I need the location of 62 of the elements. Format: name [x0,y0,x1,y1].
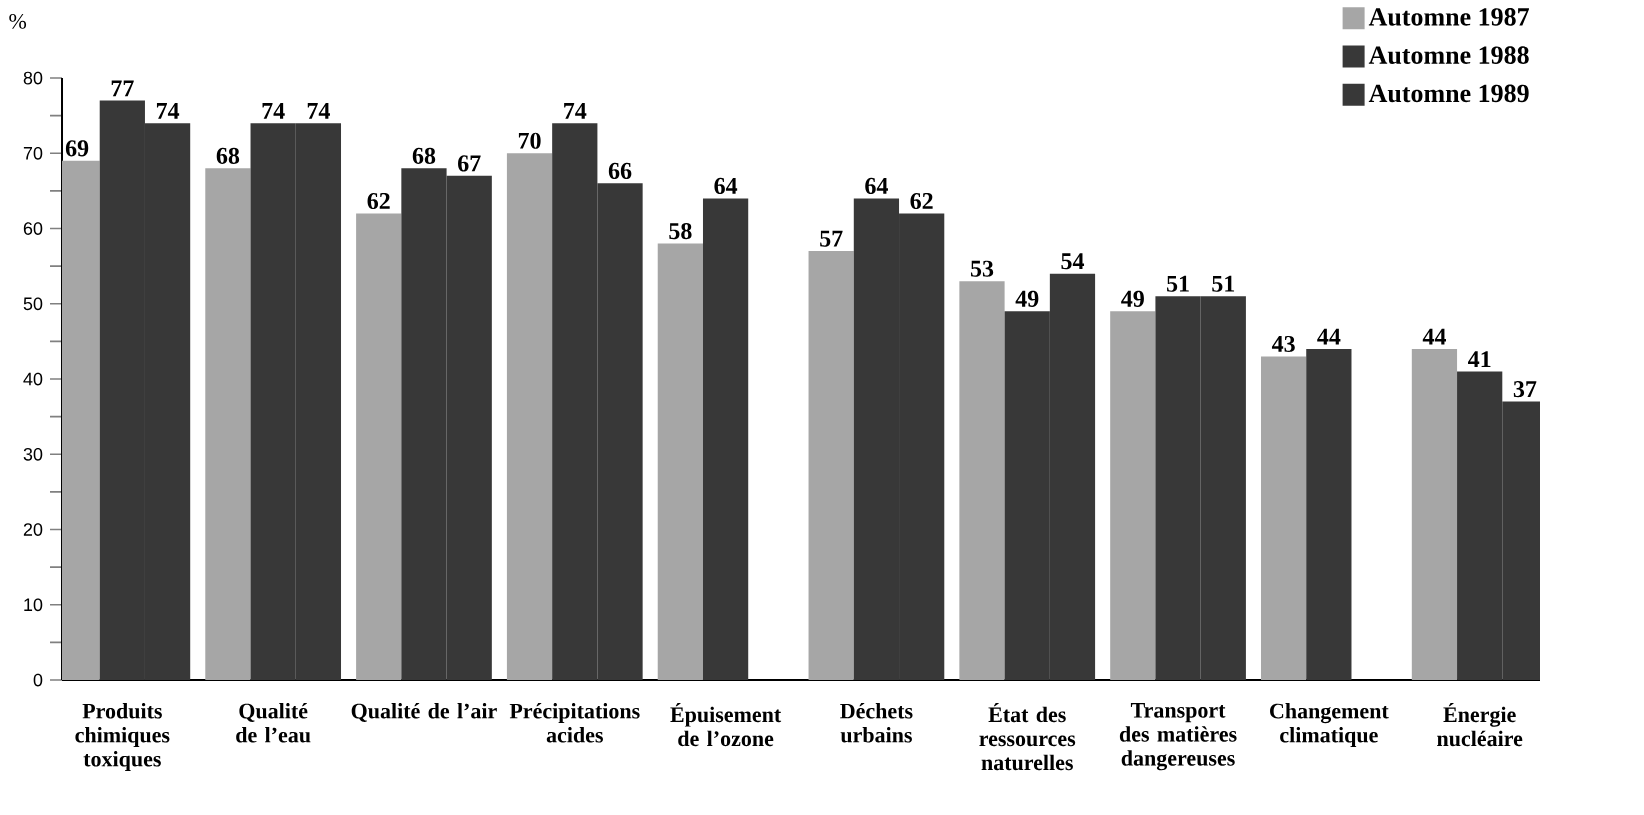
data-label: 41 [1468,351,1491,368]
bar [808,251,854,680]
x-tick-label: Produits chimiques toxiques [75,703,170,771]
y-tick-label: 0 [33,673,43,687]
data-label: 43 [1271,335,1295,353]
data-label: 74 [564,102,587,119]
x-tick-label: Épuisement de l’ozone [670,703,782,747]
data-label: 68 [412,147,436,164]
data-label: 74 [307,102,330,119]
data-label: 53 [970,260,994,277]
x-tick-label: Énergie nucléaire [1437,703,1523,747]
y-axis-title: % [9,13,27,29]
legend-label: Automne 1989 [1368,84,1529,103]
y-tick-label: 30 [23,447,43,461]
data-label: 37 [1513,381,1537,398]
bar [356,213,402,680]
bar [1110,311,1156,680]
y-tick-label: 10 [24,598,43,612]
bar [1306,348,1352,680]
y-tick-label: 40 [23,372,43,386]
y-tick-label: 20 [23,523,43,536]
data-label: 58 [669,222,692,240]
x-tick-label: Transport des matières dangereuses [1119,703,1237,771]
y-tick-label: 60 [23,222,43,235]
data-label: 74 [262,102,285,119]
data-label: 51 [1167,275,1189,292]
data-label: 66 [608,162,632,179]
legend-label: Automne 1988 [1368,46,1529,64]
bar [959,281,1005,680]
data-label: 68 [216,147,240,164]
data-label: 54 [1061,253,1085,270]
bar [702,198,749,680]
y-tick-label: 80 [23,71,43,85]
data-label: 77 [111,80,134,97]
y-tick-label: 50 [23,297,43,311]
x-tick-label: Déchets urbains [840,703,913,743]
x-tick-label: Qualité de l’eau [236,703,311,743]
data-label: 49 [1015,290,1039,307]
data-label: 57 [820,230,843,247]
x-tick-label: Qualité de l’air [351,703,497,722]
data-label: 74 [156,102,180,119]
data-label: 51 [1212,275,1235,292]
data-label: 70 [518,132,541,149]
x-tick-label: État des ressources naturelles [979,703,1076,771]
data-label: 69 [65,140,89,157]
data-label: 62 [367,192,390,210]
data-label: 62 [910,192,933,210]
data-label: 64 [865,177,888,195]
data-label: 44 [1317,328,1341,345]
data-label: 49 [1121,290,1144,307]
bar [1260,356,1307,680]
bar [205,168,251,680]
legend-label: Automne 1987 [1368,8,1529,26]
y-tick-label: 70 [23,146,43,160]
bar [506,153,553,680]
x-tick-label: Précipitations acides [509,703,640,743]
data-label: 44 [1422,328,1446,345]
x-tick-label: Changement climatique [1270,703,1389,747]
data-label: 67 [458,155,481,172]
data-label: 64 [714,177,738,195]
bar [1411,348,1458,680]
bar [657,243,703,680]
